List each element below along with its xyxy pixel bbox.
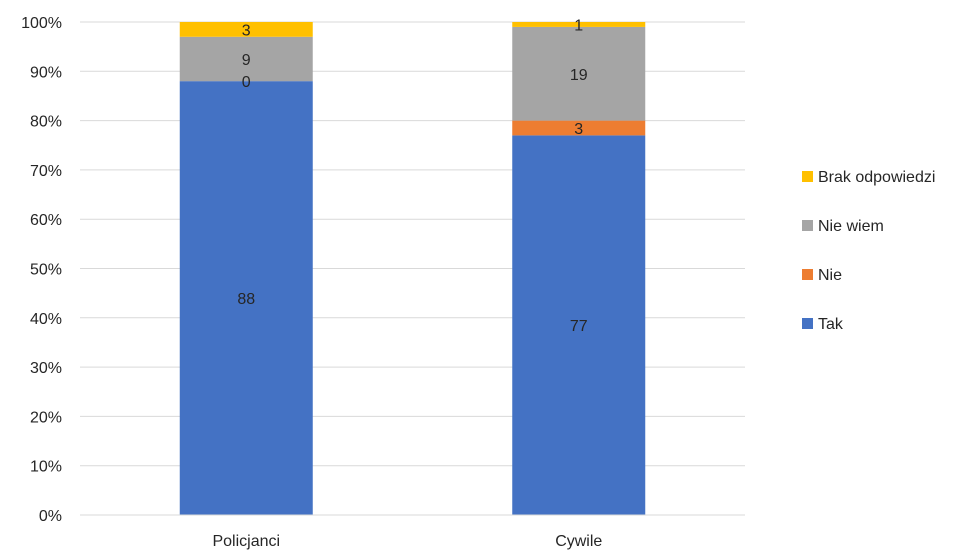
bar-segment (512, 26, 646, 121)
y-tick-label: 90% (30, 64, 62, 81)
y-tick-label: 30% (30, 360, 62, 377)
bar-segment (179, 22, 313, 37)
x-tick-label: Cywile (555, 533, 602, 550)
bars (179, 22, 646, 515)
y-tick-label: 0% (39, 508, 62, 525)
data-label: 19 (570, 67, 588, 84)
y-tick-label: 100% (21, 15, 62, 32)
legend-label: Tak (818, 316, 844, 333)
y-tick-label: 40% (30, 311, 62, 328)
y-tick-label: 80% (30, 114, 62, 131)
legend: Brak odpowiedzi Nie wiem Nie Tak (802, 169, 935, 333)
bar-segment (179, 81, 313, 515)
x-axis: Policjanci Cywile (80, 514, 745, 550)
x-tick-label: Policjanci (212, 533, 280, 550)
y-tick-label: 70% (30, 163, 62, 180)
y-axis: 0% 10% 20% 30% 40% 50% 60% 70% 80% 90% 100% (21, 15, 62, 525)
bar-segment (512, 120, 646, 136)
bar-segment (512, 135, 646, 515)
y-tick-label: 10% (30, 459, 62, 476)
data-label: 3 (242, 22, 251, 39)
data-label: 77 (570, 318, 588, 335)
legend-swatch (802, 220, 813, 231)
legend-swatch (802, 318, 813, 329)
data-labels: 88 0 9 3 77 3 19 1 (237, 17, 587, 335)
legend-swatch (802, 269, 813, 280)
legend-label: Nie (818, 267, 842, 284)
data-label: 3 (574, 121, 583, 138)
data-label: 9 (242, 52, 251, 69)
data-label: 1 (574, 17, 583, 34)
y-tick-label: 60% (30, 212, 62, 229)
data-label: 0 (242, 74, 251, 91)
legend-label: Brak odpowiedzi (818, 169, 935, 186)
legend-swatch (802, 171, 813, 182)
bar-segment (179, 36, 313, 82)
y-tick-label: 20% (30, 409, 62, 426)
bar-segment (512, 22, 646, 27)
y-tick-label: 50% (30, 262, 62, 279)
data-label: 88 (237, 291, 255, 308)
legend-label: Nie wiem (818, 218, 884, 235)
